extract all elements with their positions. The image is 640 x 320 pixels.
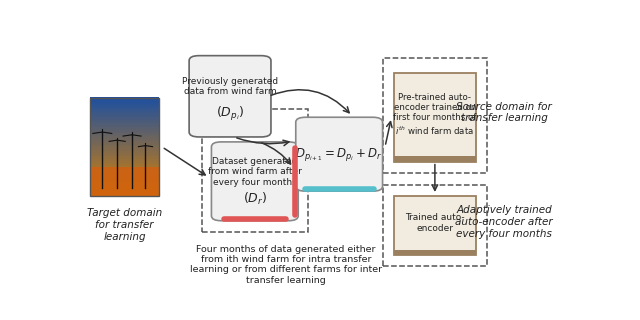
Bar [90, 163, 159, 165]
Bar [90, 188, 159, 189]
Bar [90, 130, 159, 132]
Bar [90, 102, 159, 104]
Bar [90, 133, 159, 135]
Bar [90, 166, 159, 196]
Bar [90, 168, 159, 170]
Bar [90, 112, 159, 114]
Bar [90, 161, 159, 163]
Text: Dataset generated
from wind farm after
every four months: Dataset generated from wind farm after e… [208, 157, 302, 187]
Bar [90, 140, 159, 142]
Bar [90, 125, 159, 127]
Bar [90, 148, 159, 150]
Bar [394, 156, 476, 162]
Bar [90, 135, 159, 137]
Bar [90, 108, 159, 111]
Bar [90, 104, 159, 106]
Bar [90, 141, 159, 144]
Bar [202, 108, 308, 232]
Bar [90, 110, 159, 112]
Bar [90, 172, 159, 175]
Bar [90, 120, 159, 122]
Bar [90, 127, 159, 129]
Bar [90, 156, 159, 158]
Bar [90, 123, 159, 125]
Text: Previously generated
data from wind farm: Previously generated data from wind farm [182, 77, 278, 96]
Bar [90, 178, 159, 180]
Text: Pre-trained auto-
encoder trained on
first four months of
$i^{th}$ wind farm dat: Pre-trained auto- encoder trained on fir… [393, 93, 477, 137]
Bar [394, 250, 476, 255]
Bar [90, 151, 159, 153]
Text: Source domain for
transfer learning: Source domain for transfer learning [456, 101, 552, 123]
Bar [90, 181, 159, 183]
Bar [394, 73, 476, 162]
Bar [90, 118, 159, 121]
Bar [90, 136, 159, 139]
Bar [90, 191, 159, 193]
Bar [394, 196, 476, 255]
Bar [90, 97, 159, 99]
Bar [90, 186, 159, 188]
Text: Four months of data generated either
from ith wind farm for intra transfer
learn: Four months of data generated either fro… [190, 244, 382, 285]
Bar [90, 166, 159, 168]
Bar [90, 192, 159, 195]
Text: Target domain
for transfer
learning: Target domain for transfer learning [87, 208, 163, 242]
FancyBboxPatch shape [189, 56, 271, 137]
Bar [90, 171, 159, 173]
Text: Adaptively trained
auto-encoder after
every four months: Adaptively trained auto-encoder after ev… [455, 205, 553, 239]
Bar [90, 114, 159, 116]
Bar [90, 155, 159, 157]
FancyBboxPatch shape [211, 142, 298, 221]
Bar [90, 98, 159, 196]
Bar [90, 184, 159, 186]
Bar [90, 194, 159, 196]
Bar [90, 122, 159, 124]
Bar [90, 145, 159, 147]
Bar [90, 143, 159, 145]
Bar [383, 58, 486, 173]
Bar [90, 117, 159, 119]
FancyBboxPatch shape [296, 117, 383, 191]
Bar [90, 164, 159, 166]
Bar [90, 176, 159, 178]
Text: $(D_r)$: $(D_r)$ [243, 191, 267, 207]
Bar [90, 99, 159, 101]
Text: $(D_{p_i})$: $(D_{p_i})$ [216, 105, 244, 123]
Bar [383, 185, 486, 266]
Bar [90, 138, 159, 140]
Bar [90, 179, 159, 181]
Bar [90, 146, 159, 148]
Bar [90, 115, 159, 117]
Bar [90, 150, 159, 152]
Bar [90, 158, 159, 160]
Bar [90, 174, 159, 176]
Bar [90, 105, 159, 108]
Bar [90, 100, 159, 102]
Text: $D_{p_{i+1}} = D_{p_i} + D_r$: $D_{p_{i+1}} = D_{p_i} + D_r$ [296, 146, 383, 163]
Bar [90, 169, 159, 172]
Bar [90, 182, 159, 185]
Bar [90, 128, 159, 130]
Bar [90, 132, 159, 134]
Text: Trained auto-
encoder: Trained auto- encoder [405, 213, 465, 233]
Bar [90, 159, 159, 162]
Bar [90, 153, 159, 155]
Bar [90, 189, 159, 191]
Bar [90, 107, 159, 109]
